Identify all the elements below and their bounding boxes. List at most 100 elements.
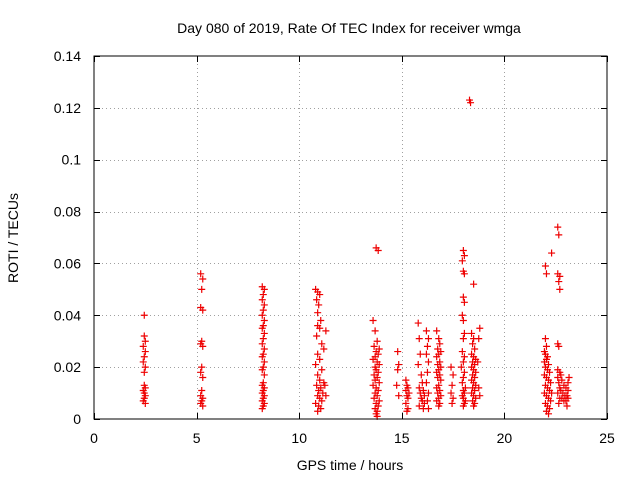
data-point [140, 368, 148, 376]
data-point [555, 278, 563, 286]
data-point [435, 335, 443, 343]
data-point [197, 368, 205, 376]
data-point [460, 298, 468, 306]
data-point [555, 399, 563, 407]
data-point [447, 363, 455, 371]
data-point [371, 376, 379, 384]
data-point [423, 342, 431, 350]
data-point [554, 374, 562, 382]
data-point [371, 327, 379, 335]
data-point [314, 309, 322, 317]
data-point [415, 384, 423, 392]
data-point [139, 342, 147, 350]
data-point [458, 348, 466, 356]
y-tick-label: 0.1 [62, 152, 82, 168]
data-point [437, 376, 445, 384]
data-point [260, 316, 268, 324]
data-point [394, 348, 402, 356]
data-point [199, 402, 207, 410]
data-point [422, 379, 430, 387]
data-point [459, 335, 467, 343]
data-point [259, 291, 267, 299]
y-tick-label: 0 [73, 411, 81, 427]
data-point [260, 371, 268, 379]
data-point [313, 381, 321, 389]
data-point [141, 363, 149, 371]
data-point [424, 389, 432, 397]
data-point [316, 355, 324, 363]
data-point [542, 342, 550, 350]
data-point [199, 275, 207, 283]
data-point [375, 379, 383, 387]
data-point [547, 397, 555, 405]
data-point [322, 327, 330, 335]
y-axis-label: ROTI / TECUs [5, 193, 21, 283]
data-point [258, 340, 266, 348]
data-point [404, 394, 412, 402]
data-point [423, 397, 431, 405]
data-point [433, 327, 441, 335]
data-point [460, 270, 468, 278]
data-point [422, 350, 430, 358]
data-point [258, 324, 266, 332]
y-tick-label: 0.06 [54, 255, 81, 271]
data-point [370, 342, 378, 350]
data-point [318, 366, 326, 374]
data-point [320, 345, 328, 353]
data-point [316, 376, 324, 384]
data-point [555, 379, 563, 387]
data-point [402, 376, 410, 384]
data-point [458, 257, 466, 265]
data-point [140, 353, 148, 361]
data-point [374, 246, 382, 254]
data-point [564, 386, 572, 394]
y-tick-label: 0.12 [54, 100, 81, 116]
data-point [198, 363, 206, 371]
data-point [259, 335, 267, 343]
data-point [448, 381, 456, 389]
data-point [424, 335, 432, 343]
data-point [393, 381, 401, 389]
x-tick-label: 25 [599, 430, 615, 446]
data-point [321, 381, 329, 389]
data-point [415, 335, 423, 343]
data-point [435, 402, 443, 410]
data-point [414, 319, 422, 327]
data-point [313, 296, 321, 304]
data-point [417, 371, 425, 379]
data-point [474, 358, 482, 366]
x-tick-label: 5 [193, 430, 201, 446]
data-point [542, 270, 550, 278]
data-point [375, 361, 383, 369]
data-point [416, 389, 424, 397]
data-point [394, 366, 402, 374]
data-point [468, 329, 476, 337]
data-point [373, 337, 381, 345]
data-point [476, 392, 484, 400]
data-point [548, 389, 556, 397]
data-point [402, 399, 410, 407]
data-point [555, 231, 563, 239]
data-point [141, 337, 149, 345]
data-point [424, 358, 432, 366]
data-point [139, 358, 147, 366]
data-point [415, 402, 423, 410]
data-point [459, 358, 467, 366]
data-point [469, 340, 477, 348]
data-point [475, 335, 483, 343]
data-point [318, 340, 326, 348]
data-point [317, 316, 325, 324]
y-tick-label: 0.02 [54, 359, 81, 375]
data-point [433, 353, 441, 361]
data-point [260, 329, 268, 337]
data-point [197, 270, 205, 278]
x-tick-label: 15 [394, 430, 410, 446]
data-point [199, 374, 207, 382]
x-axis-label: GPS time / hours [297, 457, 404, 473]
data-point [540, 358, 548, 366]
data-point [547, 379, 555, 387]
data-point [459, 246, 467, 254]
data-point [460, 368, 468, 376]
data-point [374, 368, 382, 376]
